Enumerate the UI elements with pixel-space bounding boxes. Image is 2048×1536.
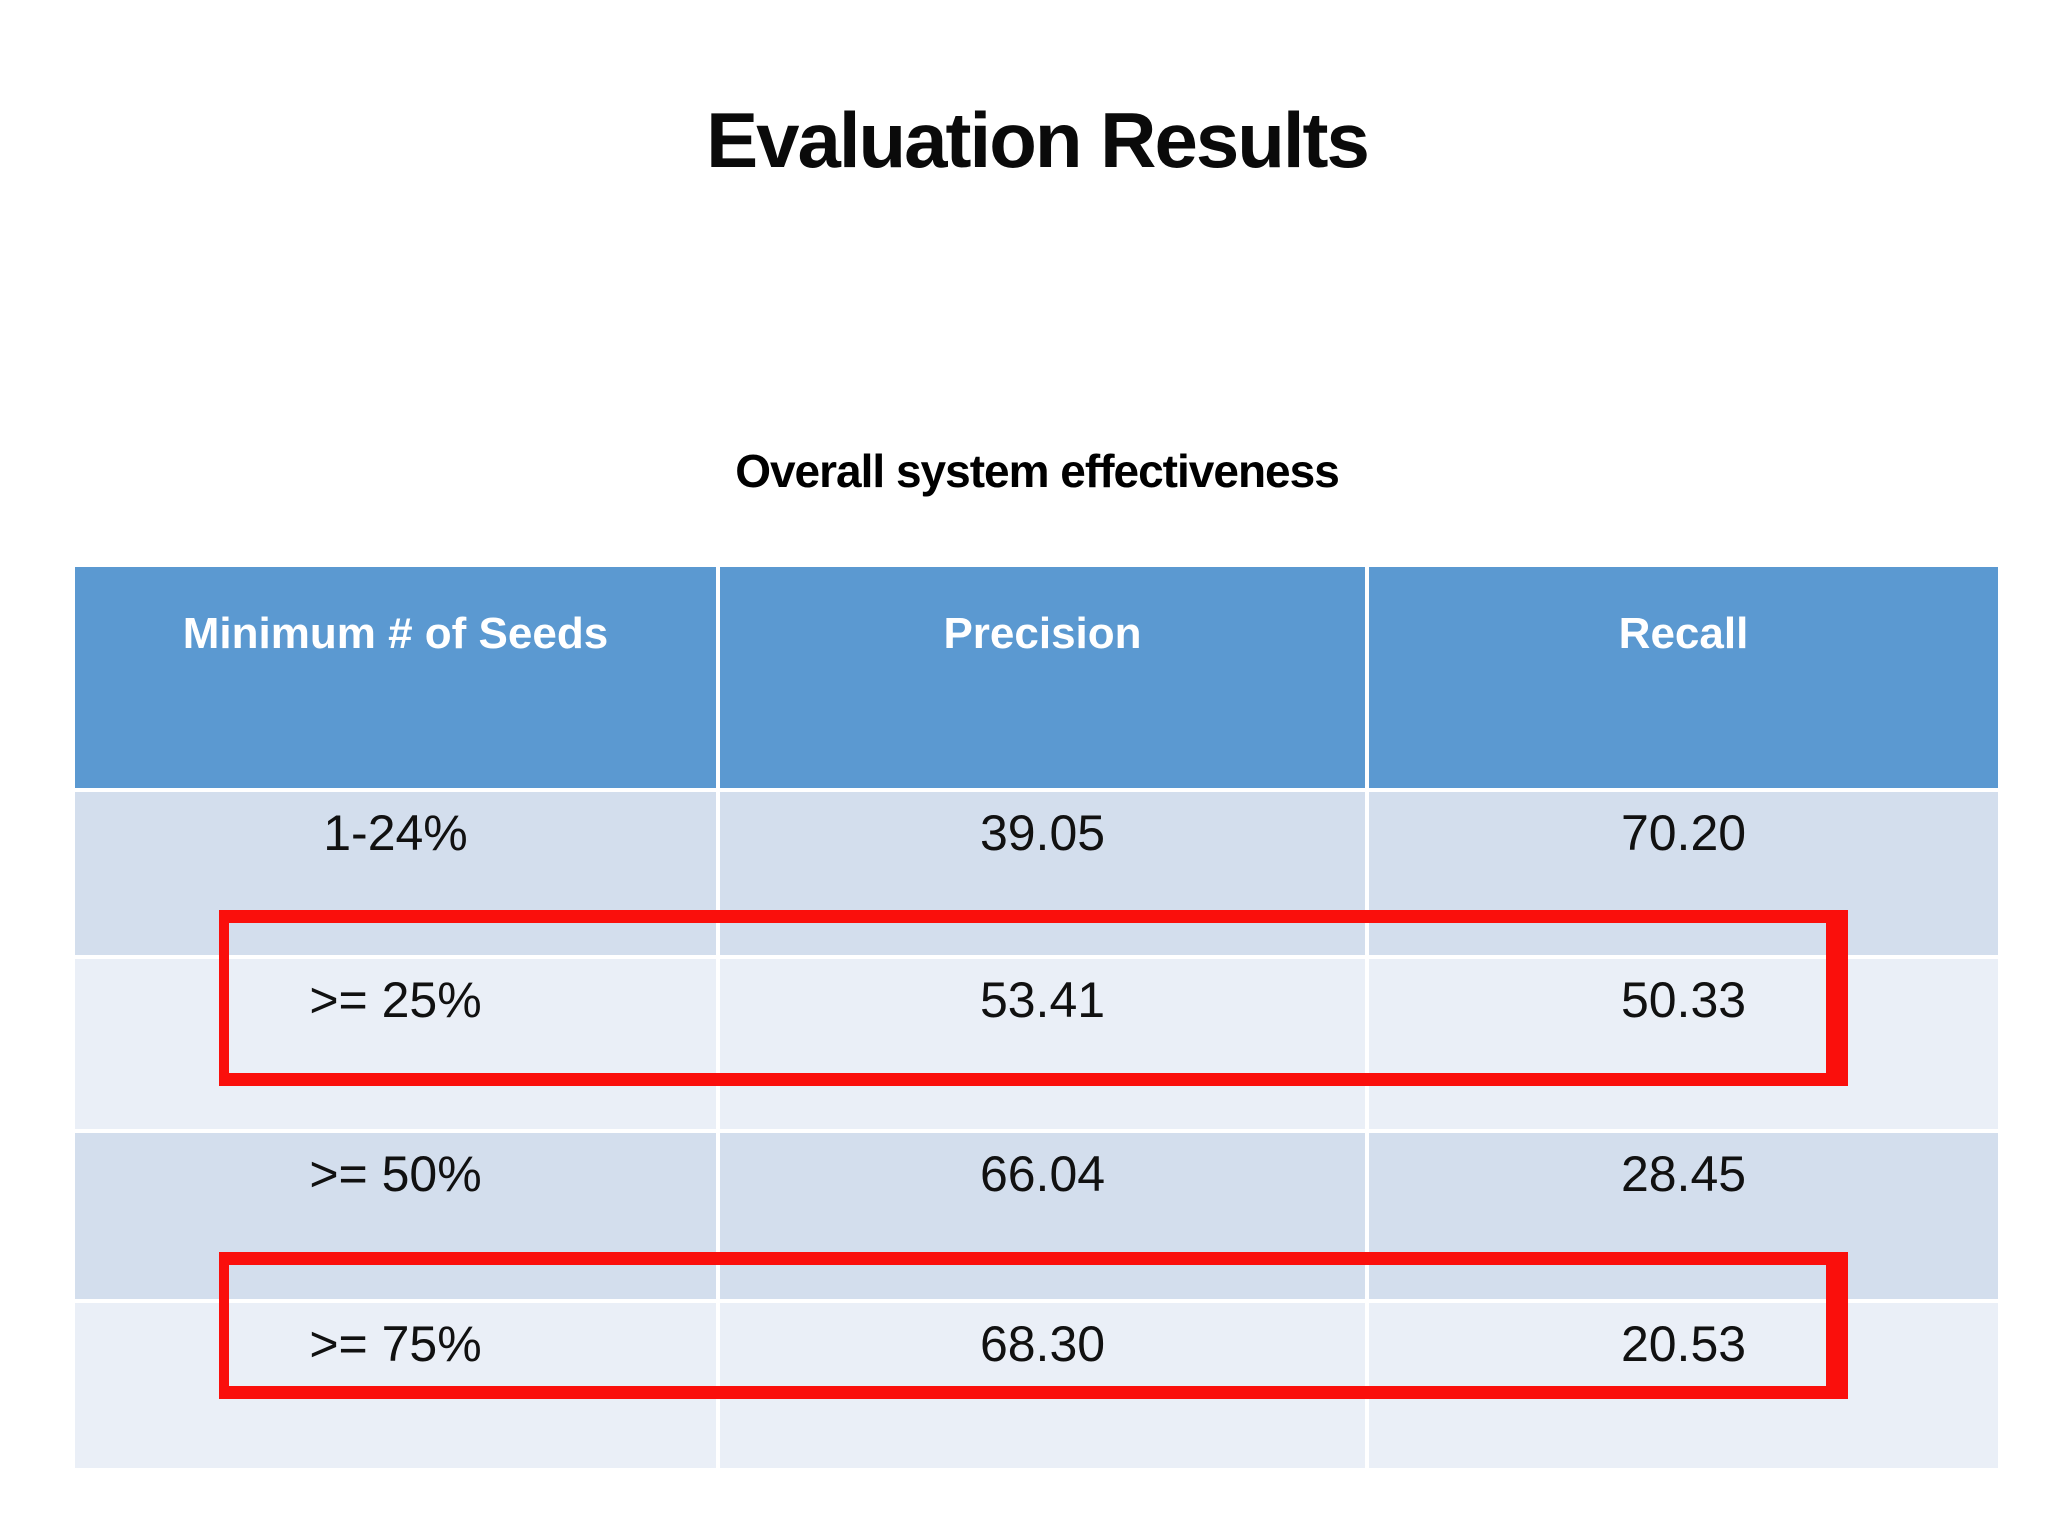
cell-recall: 28.45 [1369, 1133, 1998, 1299]
cell-recall: 50.33 [1369, 959, 1998, 1129]
table-caption: Overall system effectiveness [735, 445, 1340, 497]
cell-precision: 39.05 [720, 792, 1365, 955]
cell-seeds: >= 75% [75, 1303, 716, 1468]
table-row: >= 25% 53.41 50.33 [75, 959, 1998, 1129]
cell-seeds: >= 50% [75, 1133, 716, 1299]
column-header-recall: Recall [1369, 567, 1998, 788]
cell-precision: 68.30 [720, 1303, 1365, 1468]
cell-seeds: 1-24% [75, 792, 716, 955]
column-header-min-seeds: Minimum # of Seeds [75, 567, 716, 788]
cell-precision: 53.41 [720, 959, 1365, 1129]
cell-precision: 66.04 [720, 1133, 1365, 1299]
table-row: >= 75% 68.30 20.53 [75, 1303, 1998, 1468]
page-title: Evaluation Results [706, 96, 1370, 184]
column-header-precision: Precision [720, 567, 1365, 788]
cell-recall: 20.53 [1369, 1303, 1998, 1468]
results-table: Minimum # of Seeds Precision Recall 1-24… [71, 563, 2002, 1472]
table-row: 1-24% 39.05 70.20 [75, 792, 1998, 955]
table-row: >= 50% 66.04 28.45 [75, 1133, 1998, 1299]
cell-seeds: >= 25% [75, 959, 716, 1129]
table-header-row: Minimum # of Seeds Precision Recall [75, 567, 1998, 788]
cell-recall: 70.20 [1369, 792, 1998, 955]
